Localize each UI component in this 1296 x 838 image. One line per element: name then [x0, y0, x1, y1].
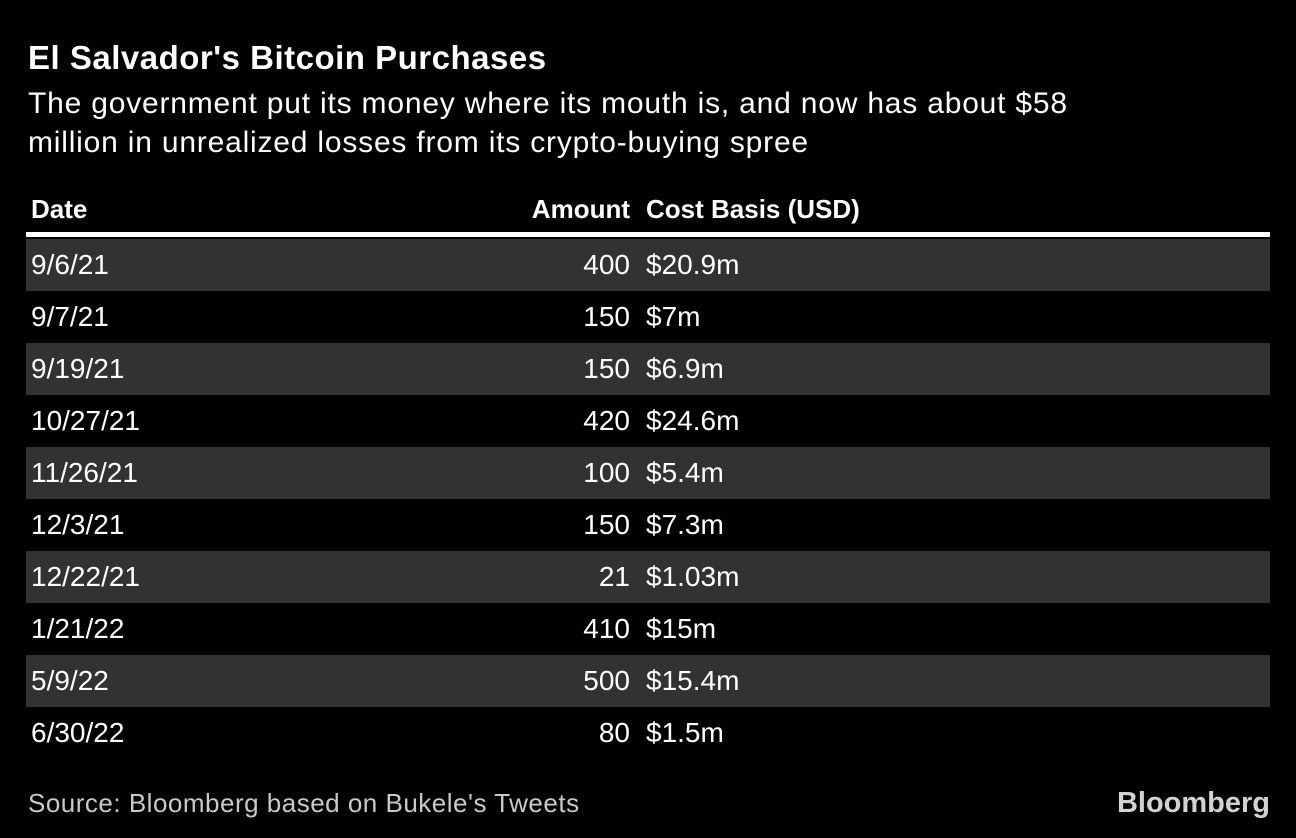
chart-subtitle: The government put its money where its m… — [28, 84, 1270, 162]
table-header: Date Amount Cost Basis (USD) — [26, 194, 1270, 224]
cell-amount: 150 — [583, 509, 630, 540]
cell-date: 12/22/21 — [31, 561, 140, 592]
bloomberg-logo: Bloomberg — [1116, 787, 1270, 819]
cell-date: 9/6/21 — [31, 249, 109, 280]
cell-date: 5/9/22 — [31, 665, 109, 696]
cell-amount: 150 — [583, 353, 630, 384]
cell-cost-basis: $1.03m — [646, 561, 740, 592]
cell-amount: 150 — [583, 301, 630, 332]
cell-cost-basis: $24.6m — [646, 405, 740, 436]
table-row: 9/7/21 150 $7m — [26, 291, 1270, 343]
column-header-date: Date — [31, 194, 88, 224]
cell-amount: 400 — [583, 249, 630, 280]
cell-date: 6/30/22 — [31, 717, 125, 748]
cell-cost-basis: $7m — [646, 301, 701, 332]
cell-cost-basis: $6.9m — [646, 353, 724, 384]
source-note: Source: Bloomberg based on Bukele's Twee… — [28, 788, 580, 818]
cell-date: 11/26/21 — [31, 457, 138, 488]
table-row: 6/30/22 80 $1.5m — [26, 707, 1270, 759]
table-row: 9/6/21 400 $20.9m — [26, 239, 1270, 291]
cell-cost-basis: $1.5m — [646, 717, 724, 748]
table-row: 11/26/21 100 $5.4m — [26, 447, 1270, 499]
cell-date: 10/27/21 — [31, 405, 140, 436]
purchases-table: 9/6/21 400 $20.9m 9/7/21 150 $7m 9/19/21… — [26, 239, 1270, 759]
cell-amount: 420 — [583, 405, 630, 436]
subtitle-line: million in unrealized losses from its cr… — [28, 126, 809, 159]
table-row: 5/9/22 500 $15.4m — [26, 655, 1270, 707]
cell-cost-basis: $15m — [646, 613, 717, 644]
chart-title: El Salvador's Bitcoin Purchases — [28, 39, 547, 76]
cell-amount: 500 — [583, 665, 630, 696]
column-header-amount: Amount — [531, 194, 630, 224]
cell-amount: 21 — [598, 561, 630, 592]
chart-footer: Source: Bloomberg based on Bukele's Twee… — [26, 787, 1270, 820]
cell-cost-basis: $5.4m — [646, 457, 724, 488]
column-header-cost-basis: Cost Basis (USD) — [646, 194, 860, 224]
subtitle-line: The government put its money where its m… — [28, 87, 1068, 120]
cell-cost-basis: $15.4m — [646, 665, 740, 696]
cell-cost-basis: $20.9m — [646, 249, 740, 280]
table-row: 9/19/21 150 $6.9m — [26, 343, 1270, 395]
cell-amount: 100 — [583, 457, 630, 488]
header-divider — [26, 232, 1270, 237]
cell-date: 12/3/21 — [31, 509, 125, 540]
table-row: 10/27/21 420 $24.6m — [26, 395, 1270, 447]
cell-amount: 410 — [583, 613, 630, 644]
table-row: 12/22/21 21 $1.03m — [26, 551, 1270, 603]
table-row: 1/21/22 410 $15m — [26, 603, 1270, 655]
cell-date: 1/21/22 — [31, 613, 125, 644]
cell-cost-basis: $7.3m — [646, 509, 724, 540]
cell-amount: 80 — [598, 717, 630, 748]
cell-date: 9/19/21 — [31, 353, 125, 384]
table-row: 12/3/21 150 $7.3m — [26, 499, 1270, 551]
cell-date: 9/7/21 — [31, 301, 109, 332]
